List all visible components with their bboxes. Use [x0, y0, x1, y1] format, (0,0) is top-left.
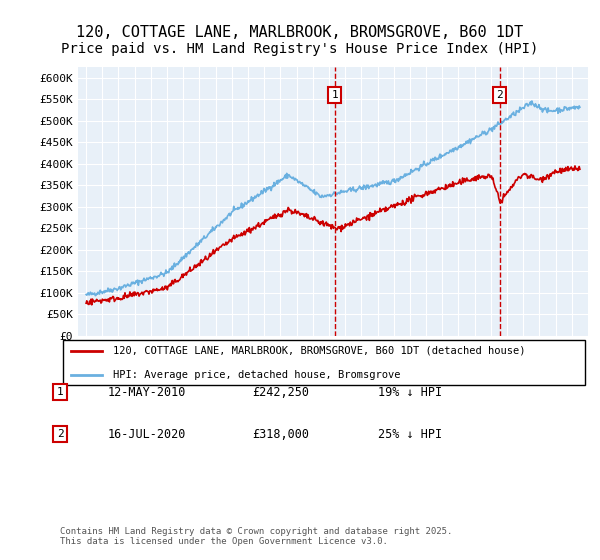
- Text: 16-JUL-2020: 16-JUL-2020: [108, 427, 187, 441]
- Text: 25% ↓ HPI: 25% ↓ HPI: [378, 427, 442, 441]
- Text: Contains HM Land Registry data © Crown copyright and database right 2025.
This d: Contains HM Land Registry data © Crown c…: [60, 526, 452, 546]
- Text: HPI: Average price, detached house, Bromsgrove: HPI: Average price, detached house, Brom…: [113, 370, 400, 380]
- Text: £242,250: £242,250: [252, 385, 309, 399]
- Text: 2: 2: [56, 429, 64, 439]
- Text: 120, COTTAGE LANE, MARLBROOK, BROMSGROVE, B60 1DT (detached house): 120, COTTAGE LANE, MARLBROOK, BROMSGROVE…: [113, 346, 526, 356]
- Text: 1: 1: [331, 90, 338, 100]
- Text: 2: 2: [496, 90, 503, 100]
- Text: 19% ↓ HPI: 19% ↓ HPI: [378, 385, 442, 399]
- Text: 12-MAY-2010: 12-MAY-2010: [108, 385, 187, 399]
- FancyBboxPatch shape: [62, 340, 586, 385]
- Text: Price paid vs. HM Land Registry's House Price Index (HPI): Price paid vs. HM Land Registry's House …: [61, 42, 539, 56]
- Text: 120, COTTAGE LANE, MARLBROOK, BROMSGROVE, B60 1DT: 120, COTTAGE LANE, MARLBROOK, BROMSGROVE…: [76, 25, 524, 40]
- Text: £318,000: £318,000: [252, 427, 309, 441]
- Text: 1: 1: [56, 387, 64, 397]
